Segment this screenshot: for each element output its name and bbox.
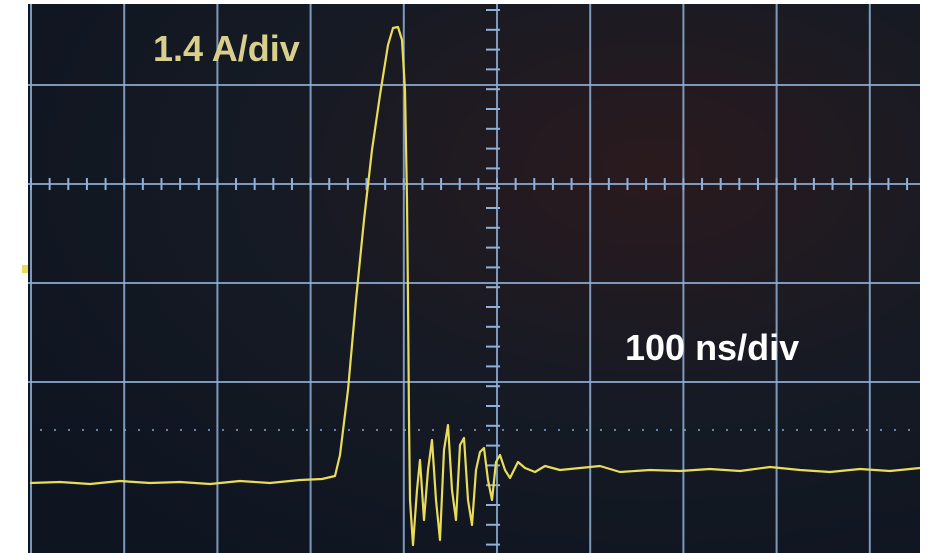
trigger-marker (22, 265, 28, 273)
oscilloscope-photo: 1.4 A/div 100 ns/div (0, 0, 934, 553)
screen (28, 4, 920, 553)
time-scale-label: 100 ns/div (625, 327, 799, 368)
page: 1.4 A/div 100 ns/div (() => { const data… (0, 0, 934, 553)
current-scale-label: 1.4 A/div (153, 28, 300, 69)
